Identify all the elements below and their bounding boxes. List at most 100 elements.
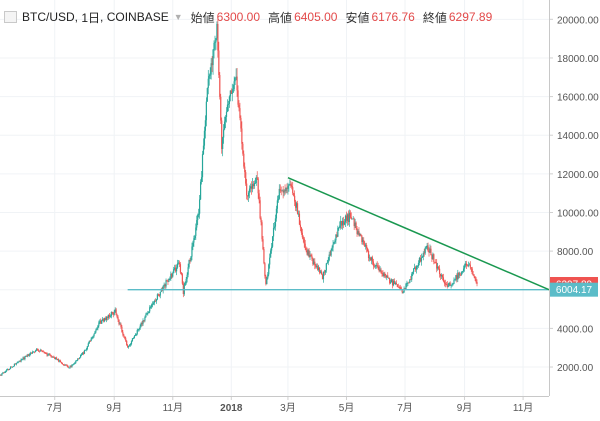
candle-body bbox=[423, 253, 425, 254]
exchange-label[interactable]: COINBASE bbox=[106, 10, 169, 24]
candle-body bbox=[223, 129, 225, 138]
candle-body bbox=[151, 304, 153, 307]
candle-body bbox=[195, 227, 197, 236]
candle-body bbox=[119, 323, 121, 325]
candle-body bbox=[85, 348, 87, 350]
candle-body bbox=[297, 213, 300, 215]
candle-body bbox=[2, 372, 4, 374]
candle-body bbox=[92, 336, 94, 338]
candle-body bbox=[444, 283, 446, 285]
candle-body bbox=[196, 220, 198, 228]
chevron-down-icon[interactable]: ▼ bbox=[173, 12, 183, 22]
candle-body bbox=[115, 309, 117, 315]
candle-body bbox=[346, 214, 349, 221]
candle-body bbox=[330, 250, 332, 256]
candle-body bbox=[241, 128, 243, 144]
candle-body bbox=[118, 319, 120, 325]
y-tick-label: 20000.00 bbox=[557, 15, 599, 26]
candle-body bbox=[90, 338, 92, 342]
candle-body bbox=[341, 220, 343, 226]
candle-body bbox=[61, 362, 63, 365]
candle-body bbox=[371, 257, 373, 262]
candle-body bbox=[27, 354, 29, 357]
candle-body bbox=[161, 290, 163, 291]
candle-body bbox=[350, 217, 352, 219]
y-tick-label: 4000.00 bbox=[557, 324, 594, 335]
candle-body bbox=[32, 351, 35, 353]
interval-label[interactable]: 1日 bbox=[81, 10, 101, 25]
candle-body bbox=[369, 257, 372, 261]
x-tick-label: 5月 bbox=[339, 402, 355, 414]
candle-body bbox=[334, 240, 336, 243]
x-tick-label: 7月 bbox=[397, 402, 413, 414]
candle-body bbox=[168, 278, 170, 282]
candle-body bbox=[397, 286, 399, 288]
candle-body bbox=[367, 251, 370, 259]
symbol-name[interactable]: BTC/USD bbox=[22, 10, 75, 24]
candle-body bbox=[198, 213, 200, 216]
candle-body bbox=[226, 104, 229, 112]
candle-body bbox=[293, 193, 295, 196]
candle-body bbox=[372, 261, 374, 266]
candle-body bbox=[295, 203, 298, 208]
candle-body bbox=[59, 360, 62, 363]
candle-body bbox=[82, 352, 85, 354]
candle-body bbox=[152, 303, 154, 305]
collapse-legend-icon[interactable] bbox=[4, 11, 17, 23]
candle-body bbox=[417, 262, 420, 266]
candle-body bbox=[473, 275, 475, 277]
candle-body bbox=[173, 269, 175, 274]
candle-body bbox=[368, 257, 371, 259]
candle-body bbox=[130, 341, 133, 345]
descending-trendline[interactable] bbox=[287, 177, 550, 291]
candle-body bbox=[383, 273, 385, 277]
candle-body bbox=[167, 281, 169, 282]
candle-body bbox=[179, 264, 182, 273]
candle-body bbox=[239, 108, 241, 119]
candle-body bbox=[360, 234, 362, 236]
candle-body bbox=[209, 74, 211, 77]
candle-body bbox=[149, 307, 151, 312]
candle-body bbox=[177, 262, 180, 264]
candle-body bbox=[236, 76, 238, 91]
candle-body bbox=[430, 248, 432, 256]
candle-body bbox=[35, 349, 38, 351]
header-separator: , bbox=[100, 10, 107, 24]
candle-body bbox=[184, 283, 186, 286]
candle-body bbox=[96, 328, 98, 330]
candle-body bbox=[63, 364, 65, 366]
candle-body bbox=[281, 190, 283, 192]
candle-body bbox=[282, 190, 284, 193]
candle-body bbox=[312, 258, 314, 265]
candle-body bbox=[25, 355, 27, 357]
candle-body bbox=[147, 313, 149, 314]
symbol-header[interactable]: BTC/USD , 1日 , COINBASE ▼ 始値 6300.00 高値 … bbox=[4, 6, 500, 28]
candle-body bbox=[15, 363, 17, 365]
candle-body bbox=[431, 255, 433, 260]
candle-body bbox=[299, 224, 302, 228]
candle-body bbox=[284, 190, 286, 192]
candle-body bbox=[258, 193, 260, 201]
candle-body bbox=[191, 246, 193, 257]
candle-body bbox=[435, 261, 437, 263]
candle-body bbox=[391, 279, 394, 286]
candle-body bbox=[77, 358, 79, 361]
candle-body bbox=[212, 49, 214, 66]
candle-body bbox=[446, 284, 448, 287]
candle-body bbox=[145, 314, 147, 318]
candle-body bbox=[19, 360, 21, 362]
candle-body bbox=[271, 246, 273, 251]
candle-body bbox=[9, 366, 12, 369]
candle-body bbox=[465, 263, 468, 266]
candle-body bbox=[445, 284, 447, 285]
candle-body bbox=[131, 338, 134, 342]
candle-body bbox=[238, 104, 240, 109]
candle-body bbox=[0, 374, 2, 376]
candle-body bbox=[247, 195, 249, 197]
drawings[interactable] bbox=[127, 177, 550, 291]
